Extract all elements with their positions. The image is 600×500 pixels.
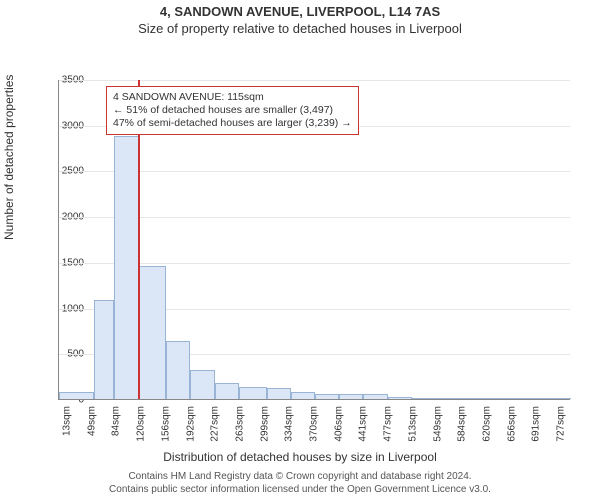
footer: Contains HM Land Registry data © Crown c… [0, 470, 600, 496]
chart-container: Number of detached properties 0500100015… [0, 40, 600, 460]
histogram-bar [412, 398, 436, 399]
x-tick-label: 192sqm [185, 406, 196, 442]
annotation-line-3: 47% of semi-detached houses are larger (… [113, 117, 352, 130]
histogram-bar [94, 300, 115, 399]
x-tick-label: 441sqm [358, 406, 369, 442]
annotation-line-2: ← 51% of detached houses are smaller (3,… [113, 104, 352, 117]
footer-line-2: Contains public sector information licen… [0, 483, 600, 496]
x-tick-label: 656sqm [506, 406, 517, 442]
x-tick-label: 406sqm [333, 406, 344, 442]
x-axis-label: Distribution of detached houses by size … [0, 450, 600, 464]
histogram-bar [509, 398, 537, 399]
histogram-bar [215, 383, 239, 399]
x-tick-label: 584sqm [457, 406, 468, 442]
histogram-bar [363, 394, 387, 399]
x-tick-label: 84sqm [111, 406, 122, 436]
histogram-bar [59, 392, 94, 399]
annotation-box: 4 SANDOWN AVENUE: 115sqm ← 51% of detach… [106, 86, 359, 135]
x-tick-label: 334sqm [284, 406, 295, 442]
annotation-line-1: 4 SANDOWN AVENUE: 115sqm [113, 91, 352, 104]
x-tick-label: 49sqm [86, 406, 97, 436]
histogram-bar [561, 398, 571, 399]
histogram-bar [166, 341, 190, 399]
page-title-2: Size of property relative to detached ho… [0, 21, 600, 36]
x-tick-label: 156sqm [160, 406, 171, 442]
histogram-bar [114, 136, 138, 399]
histogram-bar [315, 394, 339, 399]
histogram-bar [190, 370, 214, 399]
x-tick-label: 227sqm [210, 406, 221, 442]
histogram-bar [436, 398, 460, 399]
x-tick-label: 620sqm [481, 406, 492, 442]
y-axis-label: Number of detached properties [2, 75, 16, 240]
page-title-1: 4, SANDOWN AVENUE, LIVERPOOL, L14 7AS [0, 4, 600, 19]
x-tick-label: 513sqm [407, 406, 418, 442]
x-tick-label: 691sqm [531, 406, 542, 442]
x-tick-label: 549sqm [432, 406, 443, 442]
x-tick-label: 477sqm [383, 406, 394, 442]
histogram-bar [139, 266, 167, 399]
histogram-bar [339, 394, 363, 399]
histogram-bar [460, 398, 484, 399]
histogram-bar [536, 398, 560, 399]
x-tick-label: 727sqm [556, 406, 567, 442]
histogram-bar [388, 397, 412, 399]
x-tick-label: 13sqm [61, 406, 72, 436]
x-tick-label: 263sqm [234, 406, 245, 442]
x-tick-label: 299sqm [259, 406, 270, 442]
x-tick-label: 370sqm [309, 406, 320, 442]
x-tick-label: 120sqm [136, 406, 147, 442]
histogram-bar [239, 387, 267, 399]
footer-line-1: Contains HM Land Registry data © Crown c… [0, 470, 600, 483]
histogram-bar [267, 388, 291, 399]
histogram-bar [485, 398, 509, 399]
histogram-bar [291, 392, 315, 399]
